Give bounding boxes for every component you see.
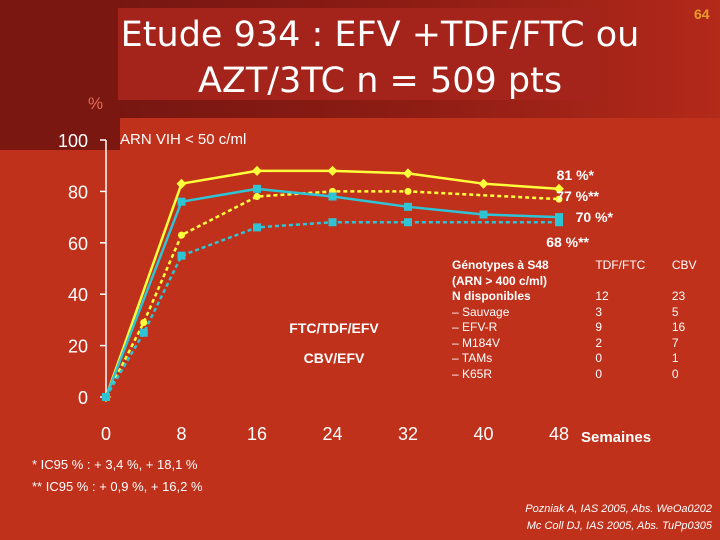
genotype-row: – K65R 0 0 [452, 367, 720, 383]
title-box [118, 8, 598, 100]
data-point [253, 193, 261, 201]
genotype-row-tdf: 12 [595, 289, 609, 303]
genotype-header-cbv: CBV [671, 258, 697, 272]
y-unit-label: % [88, 94, 104, 113]
genotype-row-cbv: 1 [671, 351, 679, 365]
y-tick-label: 20 [68, 337, 88, 357]
genotype-row-tdf: 9 [595, 320, 603, 334]
data-point [328, 218, 337, 227]
genotype-row: – M184V 2 7 [452, 336, 720, 352]
genotype-row-label: – TAMs [452, 351, 493, 365]
genotype-header-tdf: TDF/FTC [595, 258, 646, 272]
genotype-row-label: – EFV-R [452, 320, 498, 334]
slide-title: Etude 934 : EFV +TDF/FTC ou AZT/3TC n = … [120, 15, 640, 101]
series-label: FTC/TDF/EFV [289, 320, 379, 336]
footnote-2: ** IC95 % : + 0,9 %, + 16,2 % [32, 479, 203, 494]
end-value-label: 68 %** [546, 234, 589, 250]
data-point [555, 218, 563, 227]
genotype-row: – TAMs 0 1 [452, 351, 720, 367]
end-value-label: 77 %** [556, 188, 599, 204]
end-value-label: 81 %* [557, 167, 595, 183]
slide-number: 64 [694, 6, 710, 22]
genotype-header-row: Génotypes à S48 (ARN > 400 c/ml) TDF/FTC… [452, 258, 720, 289]
data-point [177, 251, 186, 260]
genotype-row-cbv: 0 [671, 366, 679, 381]
data-point [176, 178, 187, 189]
x-tick-label: 24 [322, 424, 342, 444]
data-point [478, 178, 489, 189]
y-tick-label: 60 [68, 234, 88, 254]
x-tick-label: 32 [398, 424, 418, 444]
genotype-row: – EFV-R 9 16 [452, 320, 720, 336]
data-point [555, 195, 563, 203]
genotype-row-cbv: 5 [671, 304, 679, 319]
x-tick-label: 48 [549, 424, 569, 444]
x-tick-label: 0 [101, 424, 111, 444]
genotype-header-label: Génotypes à S48 (ARN > 400 c/ml) [452, 258, 549, 288]
chart-subtitle: ARN VIH < 50 c/ml [120, 131, 247, 148]
data-point [404, 187, 412, 195]
genotype-row-label: – Sauvage [452, 304, 510, 319]
data-point [404, 218, 412, 227]
header-left-block [0, 0, 120, 150]
reference-2: Mc Coll DJ, IAS 2005, Abs. TuPp0305 [526, 520, 712, 532]
data-point [102, 393, 110, 401]
x-tick-label: 16 [247, 424, 267, 444]
data-point [177, 197, 186, 206]
end-value-label: 70 %* [576, 209, 614, 225]
genotype-row-label: – K65R [452, 366, 493, 381]
y-tick-label: 80 [68, 182, 88, 202]
x-tick-label: 40 [473, 424, 493, 444]
data-point [252, 165, 262, 176]
x-tick-label: 8 [176, 424, 186, 444]
genotype-row-tdf: 2 [595, 335, 603, 350]
genotype-row-cbv: 23 [671, 289, 686, 303]
reference-1: Pozniak A, IAS 2005, Abs. WeOa0202 [525, 503, 712, 515]
genotype-row-tdf: 0 [595, 351, 603, 365]
y-tick-label: 100 [58, 131, 88, 151]
data-point [403, 168, 413, 179]
data-point [404, 202, 412, 211]
data-point [253, 184, 261, 193]
data-point [253, 223, 261, 232]
x-axis-title: Semaines [581, 429, 652, 446]
y-tick-label: 40 [68, 285, 88, 305]
genotype-row-label: N disponibles [452, 289, 531, 303]
data-point [178, 231, 185, 239]
y-tick-label: 0 [78, 388, 88, 408]
genotype-row: – Sauvage 3 5 [452, 305, 720, 321]
data-point [140, 318, 148, 326]
data-point [479, 210, 488, 219]
data-point [328, 192, 337, 201]
data-point [327, 165, 338, 176]
genotype-table: Génotypes à S48 (ARN > 400 c/ml) TDF/FTC… [452, 258, 720, 382]
genotype-row-label: – M184V [452, 335, 501, 350]
data-point [555, 213, 563, 222]
genotype-row-cbv: 7 [671, 335, 679, 350]
data-point [139, 328, 148, 337]
series-label: CBV/EFV [304, 350, 365, 366]
data-point [554, 183, 564, 194]
genotype-row-tdf: 0 [595, 366, 603, 381]
genotype-row: N disponibles 12 23 [452, 289, 720, 305]
footnote-1: * IC95 % : + 3,4 %, + 18,1 % [32, 457, 198, 472]
genotype-row-cbv: 16 [671, 320, 686, 334]
genotype-row-tdf: 3 [595, 304, 603, 319]
